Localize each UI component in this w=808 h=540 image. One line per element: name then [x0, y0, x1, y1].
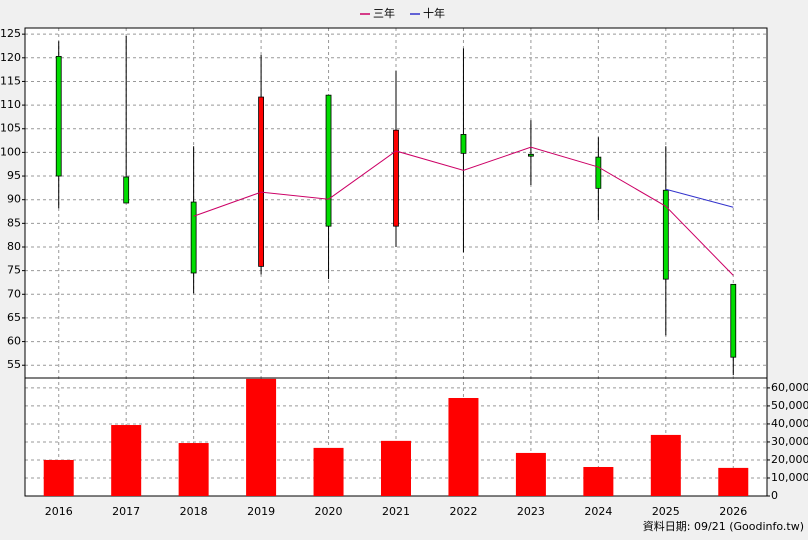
- y2-tick-label: 30,000: [771, 435, 808, 448]
- y-tick-label: 80: [7, 240, 21, 253]
- line-series: [665, 188, 734, 208]
- volume-bar: [583, 466, 614, 496]
- candle-body: [325, 94, 332, 227]
- y-tick-label: 125: [0, 27, 21, 40]
- y2-tick-label: 50,000: [771, 399, 808, 412]
- y-tick-label: 75: [7, 264, 21, 277]
- x-tick-label: 2022: [449, 505, 477, 518]
- candle-body: [528, 153, 534, 157]
- x-tick-label: 2020: [315, 505, 343, 518]
- y-tick-label: 120: [0, 51, 21, 64]
- y-tick-label: 105: [0, 122, 21, 135]
- y-tick-label: 110: [0, 98, 21, 111]
- candle-body: [662, 189, 669, 280]
- y2-tick-label: 20,000: [771, 453, 808, 466]
- volume-bar: [43, 459, 74, 496]
- candle-body: [258, 96, 264, 267]
- x-tick-label: 2019: [247, 505, 275, 518]
- y2-tick-label: 0: [771, 489, 778, 502]
- y-tick-label: 95: [7, 169, 21, 182]
- x-tick-label: 2021: [382, 505, 410, 518]
- candle-body: [55, 55, 62, 177]
- candle-body: [393, 129, 399, 227]
- x-tick-label: 2025: [652, 505, 680, 518]
- candle-body: [190, 201, 197, 274]
- x-tick-label: 2018: [180, 505, 208, 518]
- y-tick-label: 85: [7, 216, 21, 229]
- y2-tick-label: 60,000: [771, 381, 808, 394]
- volume-bar: [448, 397, 479, 496]
- candle-body: [730, 283, 737, 358]
- volume-bar: [515, 452, 546, 496]
- x-tick-label: 2024: [584, 505, 612, 518]
- candle-body: [595, 156, 602, 189]
- volume-bar: [650, 434, 681, 496]
- line-series: [193, 146, 734, 276]
- y-tick-label: 65: [7, 311, 21, 324]
- volume-bar: [381, 440, 411, 496]
- volume-bar: [178, 443, 209, 496]
- volume-bar: [246, 378, 277, 496]
- legend-label: 十年: [423, 6, 445, 20]
- x-tick-label: 2017: [112, 505, 140, 518]
- y-tick-label: 55: [7, 358, 21, 371]
- volume-bar: [313, 447, 344, 496]
- y-tick-label: 115: [0, 74, 21, 87]
- legend-label: 三年: [373, 6, 395, 20]
- volume-bar: [718, 467, 749, 496]
- y2-tick-label: 10,000: [771, 471, 808, 484]
- x-tick-label: 2023: [517, 505, 545, 518]
- y-tick-label: 70: [7, 287, 21, 300]
- y-tick-label: 90: [7, 193, 21, 206]
- y-tick-label: 60: [7, 335, 21, 348]
- x-tick-label: 2016: [45, 505, 73, 518]
- y2-tick-label: 40,000: [771, 417, 808, 430]
- footnote: 資料日期: 09/21 (Goodinfo.tw): [643, 519, 804, 533]
- x-tick-label: 2026: [719, 505, 747, 518]
- volume-bar: [111, 425, 142, 496]
- candle-body: [123, 176, 130, 204]
- candle-body: [460, 134, 467, 154]
- y-tick-label: 100: [0, 145, 21, 158]
